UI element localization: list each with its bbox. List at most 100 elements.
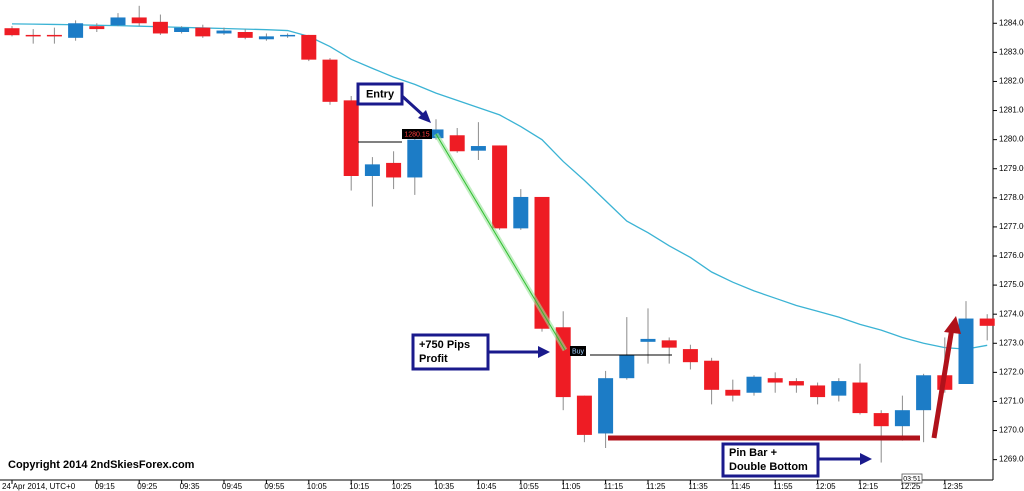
candle-body — [788, 381, 804, 386]
candle-body — [746, 376, 762, 393]
x-tick-label: 12:25 — [900, 482, 921, 491]
candle-body — [364, 164, 380, 176]
y-tick-label: 1281.00 — [999, 106, 1024, 115]
y-tick-label: 1279.00 — [999, 164, 1024, 173]
entry-arrow-head — [418, 110, 431, 123]
x-tick-label: 24 Apr 2014, UTC+0 — [2, 482, 76, 491]
x-tick-label: 12:35 — [943, 482, 964, 491]
candle-body — [322, 59, 338, 102]
breakout-arrow — [931, 327, 955, 439]
candle-body — [576, 395, 592, 435]
candle-body — [852, 382, 868, 414]
pinbar-arrow-head — [860, 453, 872, 465]
candle-body — [958, 318, 974, 384]
candle-body — [131, 17, 147, 24]
x-tick-label: 09:55 — [264, 482, 285, 491]
candle-body — [68, 23, 84, 38]
x-tick-label: 10:25 — [392, 482, 413, 491]
x-tick-label: 09:45 — [222, 482, 243, 491]
moving-average — [11, 23, 988, 350]
price-tag — [402, 129, 432, 139]
entry-arrow — [400, 94, 426, 118]
candle-body — [704, 360, 720, 390]
candle-body — [195, 27, 211, 37]
candle-body — [237, 32, 253, 38]
x-tick-label: 11:35 — [688, 482, 708, 491]
candle-body — [810, 385, 826, 398]
x-tick-label: 09:15 — [95, 482, 116, 491]
annotation: Profit — [419, 353, 448, 365]
candle-body — [174, 27, 190, 32]
trade-line — [435, 133, 566, 351]
y-tick-label: 1271.00 — [999, 397, 1024, 406]
x-tick-label: 10:05 — [307, 482, 328, 491]
candle-body — [25, 34, 41, 37]
x-tick-label: 10:45 — [476, 482, 497, 491]
annotation: Entry — [366, 88, 395, 100]
candle-body — [513, 196, 529, 229]
candle-body — [89, 26, 105, 30]
x-tick-label: 11:45 — [731, 482, 751, 491]
candle-body — [428, 129, 444, 139]
breakout-arrow-head — [944, 316, 961, 334]
y-tick-label: 1274.00 — [999, 309, 1024, 318]
y-tick-label: 1284.00 — [999, 18, 1024, 27]
candle-body — [46, 34, 62, 37]
candle-body — [280, 34, 296, 37]
order-tag — [570, 346, 586, 356]
candle-body — [343, 100, 359, 176]
y-tick-label: 1278.00 — [999, 193, 1024, 202]
x-tick-label: 12:05 — [816, 482, 837, 491]
annotation-box — [721, 442, 820, 478]
candle-body — [831, 381, 847, 396]
candle-body — [725, 389, 741, 396]
candle-body — [534, 196, 550, 329]
candle-body — [916, 375, 932, 411]
order-tag-label: Buy — [572, 348, 585, 355]
copyright: Copyright 2014 2ndSkiesForex.com — [8, 459, 195, 471]
candle-body — [619, 354, 635, 379]
candle-body — [640, 338, 656, 342]
price-tag-label: 1280.15 — [404, 131, 429, 138]
y-tick-label: 1270.00 — [999, 426, 1024, 435]
candle-body — [682, 349, 698, 363]
y-tick-label: 1276.00 — [999, 251, 1024, 260]
x-tick-label: 09:35 — [180, 482, 201, 491]
candle-body — [979, 318, 995, 326]
candle-body — [258, 36, 274, 40]
y-tick-label: 1283.00 — [999, 47, 1024, 56]
candle-body — [216, 30, 232, 34]
x-tick-label: 11:15 — [604, 482, 624, 491]
time-tag — [901, 473, 923, 484]
candle-body — [661, 340, 677, 348]
y-tick-label: 1275.00 — [999, 280, 1024, 289]
y-tick-label: 1280.00 — [999, 135, 1024, 144]
candle-body — [767, 378, 783, 383]
y-tick-label: 1272.00 — [999, 367, 1024, 376]
y-tick-label: 1277.00 — [999, 222, 1024, 231]
x-tick-label: 10:35 — [434, 482, 455, 491]
annotation-box — [356, 82, 404, 106]
candle-body — [598, 378, 614, 434]
candle-body — [449, 135, 465, 152]
candle-body — [301, 34, 317, 60]
x-tick-label: 09:25 — [137, 482, 158, 491]
candle-body — [873, 413, 889, 427]
candle-body — [110, 17, 126, 26]
y-tick-label: 1282.00 — [999, 77, 1024, 86]
y-tick-label: 1269.00 — [999, 455, 1024, 464]
x-tick-label: 11:05 — [561, 482, 581, 491]
candle-body — [4, 28, 20, 36]
x-tick-label: 11:25 — [646, 482, 666, 491]
candle-body — [894, 410, 910, 427]
candle-body — [407, 139, 423, 178]
profit-arrow-head — [538, 346, 550, 358]
time-tag-label: 03:51 — [903, 476, 921, 483]
y-tick-label: 1273.00 — [999, 338, 1024, 347]
candle-body — [492, 145, 508, 229]
candle-body — [470, 146, 486, 151]
annotation: Double Bottom — [729, 461, 808, 473]
annotation-box — [411, 333, 490, 371]
